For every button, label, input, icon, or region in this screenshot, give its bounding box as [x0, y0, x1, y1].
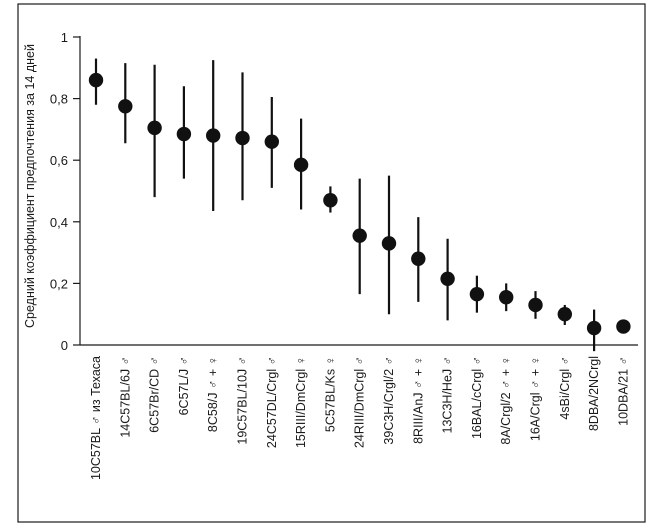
data-point	[616, 319, 631, 334]
x-tick-label: 24RIII/DmCrgl ♂	[353, 356, 367, 448]
x-tick-label: 8A/Crgl/2 ♂ + ♀	[499, 356, 513, 445]
data-point	[586, 320, 602, 336]
data-point	[206, 128, 221, 143]
x-tick-label: 5C57BL/Ks ♀	[323, 356, 337, 432]
data-point	[557, 307, 572, 322]
x-tick-labels: 10C57BL ♂ из Техаса 14C57BL/6J ♂ 6C57Br/CD…	[89, 356, 630, 480]
y-axis-label: Средний коэффициент предпочтения за 14 д…	[23, 44, 37, 328]
data-marks	[88, 58, 631, 352]
x-tick-label: 6C57L/J ♂	[177, 356, 191, 415]
x-tick-label: 4sBi/Crgl ♂	[558, 356, 572, 420]
x-tick-label: 10C57BL ♂ из Техаса	[89, 356, 103, 480]
y-tick-label: 0,6	[50, 153, 68, 168]
data-point	[293, 157, 309, 173]
y-tick-label: 0	[61, 338, 68, 353]
y-tick-label: 0,8	[50, 92, 68, 107]
data-point	[323, 193, 338, 208]
data-point	[88, 72, 104, 88]
data-point	[528, 297, 543, 313]
chart-frame	[17, 3, 646, 523]
x-tick-label: 14C57BL/6J ♂	[118, 356, 132, 438]
data-point	[176, 126, 192, 142]
x-tick-label: 6C57Br/CD ♂	[148, 356, 162, 433]
data-point	[381, 236, 397, 251]
data-point	[469, 286, 485, 302]
x-tick-label: 16A/Crgl ♂ + ♀	[529, 356, 543, 441]
data-point	[499, 290, 514, 305]
x-tick-label: 8RIII/AnJ ♂ + ♀	[411, 356, 425, 444]
x-tick-label: 16BAL/cCrgl ♂	[470, 356, 484, 439]
data-point	[411, 251, 426, 266]
y-tick-label: 0,2	[50, 276, 68, 291]
x-tick-label: 10DBA/21 ♂	[616, 356, 630, 426]
y-tick-label: 1	[61, 30, 68, 45]
x-tick-label: 8DBA/2NCrgl	[587, 356, 601, 431]
x-tick-label: 15RIII/DmCrgl ♀	[294, 356, 308, 448]
data-point	[352, 228, 367, 243]
x-tick-label: 8C58/J ♂ + ♀	[206, 356, 220, 432]
data-point	[264, 134, 279, 149]
x-tick-label: 13C3H/HeJ ♂	[441, 356, 455, 433]
data-point	[440, 271, 455, 286]
data-point	[118, 99, 133, 114]
y-tick-label: 0,4	[50, 215, 68, 230]
y-ticks: 0 0,2 0,4 0,6 0,8 1	[50, 30, 80, 353]
data-point	[235, 130, 250, 146]
x-tick-label: 24C57DL/Crgl ♂	[265, 356, 279, 448]
x-tick-label: 19C57BL/10J ♂	[236, 356, 250, 445]
x-tick-label: 39C3H/Crgl/2 ♂	[382, 356, 396, 445]
data-point	[147, 120, 162, 136]
